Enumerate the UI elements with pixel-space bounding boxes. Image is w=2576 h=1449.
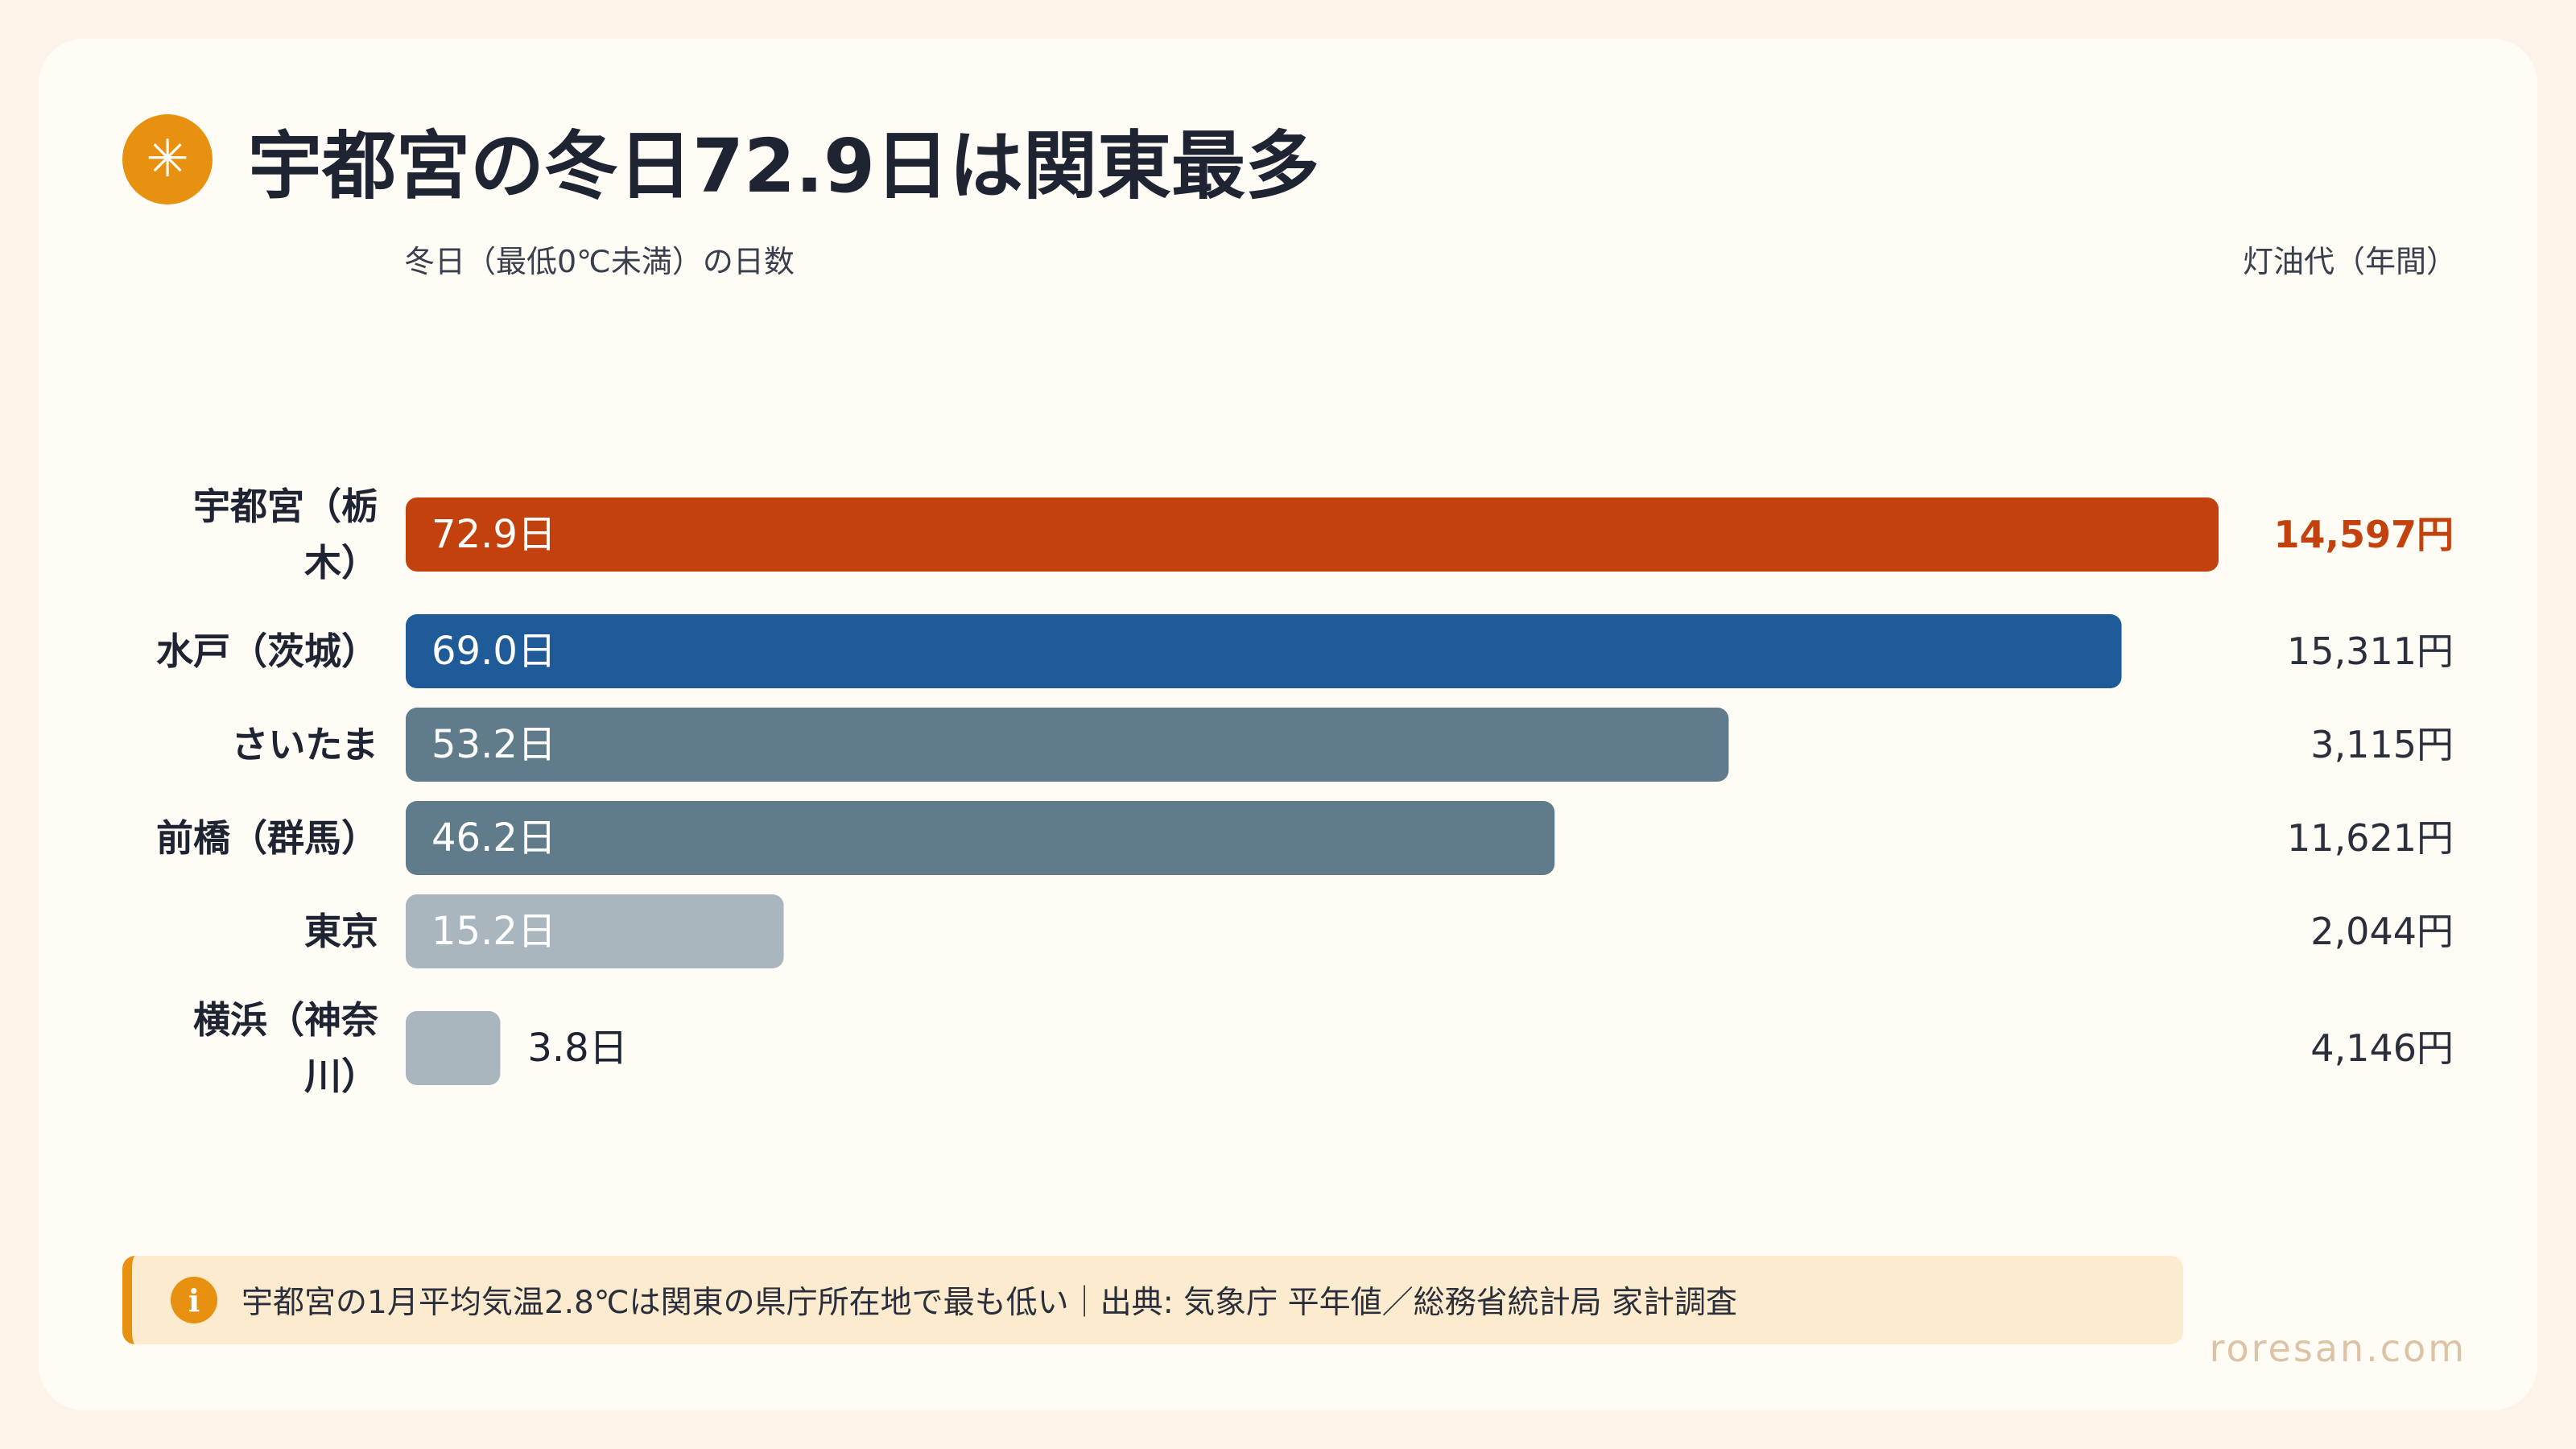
category-label: 川）	[304, 1055, 378, 1098]
bar-value-label: 53.2日	[431, 722, 556, 767]
bar	[406, 1011, 501, 1085]
bar	[406, 708, 1729, 782]
watermark: roresan.com	[2209, 1327, 2467, 1370]
asterisk-icon: ✳	[122, 114, 213, 204]
footnote-box: i 宇都宮の1月平均気温2.8℃は関東の県庁所在地で最も低い｜出典: 気象庁 平…	[122, 1256, 2183, 1344]
title-row: ✳ 宇都宮の冬日72.9日は関東最多	[122, 103, 1319, 216]
secondary-value-label: 4,146円	[2310, 1026, 2454, 1070]
bar-value-label: 15.2日	[431, 909, 556, 954]
category-label: 木）	[304, 541, 378, 584]
secondary-value-label: 2,044円	[2310, 910, 2454, 953]
bar	[406, 614, 2122, 688]
secondary-column-header: 灯油代（年間）	[2242, 244, 2457, 279]
category-label: 前橋（群馬）	[156, 816, 378, 860]
bar-value-label: 72.9日	[431, 512, 556, 557]
info-icon: i	[171, 1277, 217, 1323]
bar-value-label: 3.8日	[527, 1026, 627, 1071]
secondary-value-label: 15,311円	[2287, 630, 2454, 673]
category-label: 宇都宮（栃	[193, 485, 378, 528]
footnote-text: 宇都宮の1月平均気温2.8℃は関東の県庁所在地で最も低い｜出典: 気象庁 平年値…	[242, 1285, 1737, 1321]
category-label: さいたま	[231, 723, 378, 766]
bar-value-label: 46.2日	[431, 815, 556, 861]
secondary-value-label: 14,597円	[2273, 513, 2454, 556]
bar	[406, 801, 1555, 875]
category-label: 水戸（茨城）	[156, 630, 378, 673]
x-axis-label: 冬日（最低0℃未満）の日数	[404, 244, 795, 279]
category-label: 横浜（神奈	[193, 998, 378, 1042]
secondary-value-label: 3,115円	[2310, 723, 2454, 766]
bar-value-label: 69.0日	[431, 629, 556, 674]
secondary-value-label: 11,621円	[2287, 816, 2454, 860]
chart-title: 宇都宮の冬日72.9日は関東最多	[248, 122, 1319, 209]
category-label: 東京	[304, 910, 378, 953]
bar	[406, 497, 2219, 572]
bar	[406, 894, 784, 968]
